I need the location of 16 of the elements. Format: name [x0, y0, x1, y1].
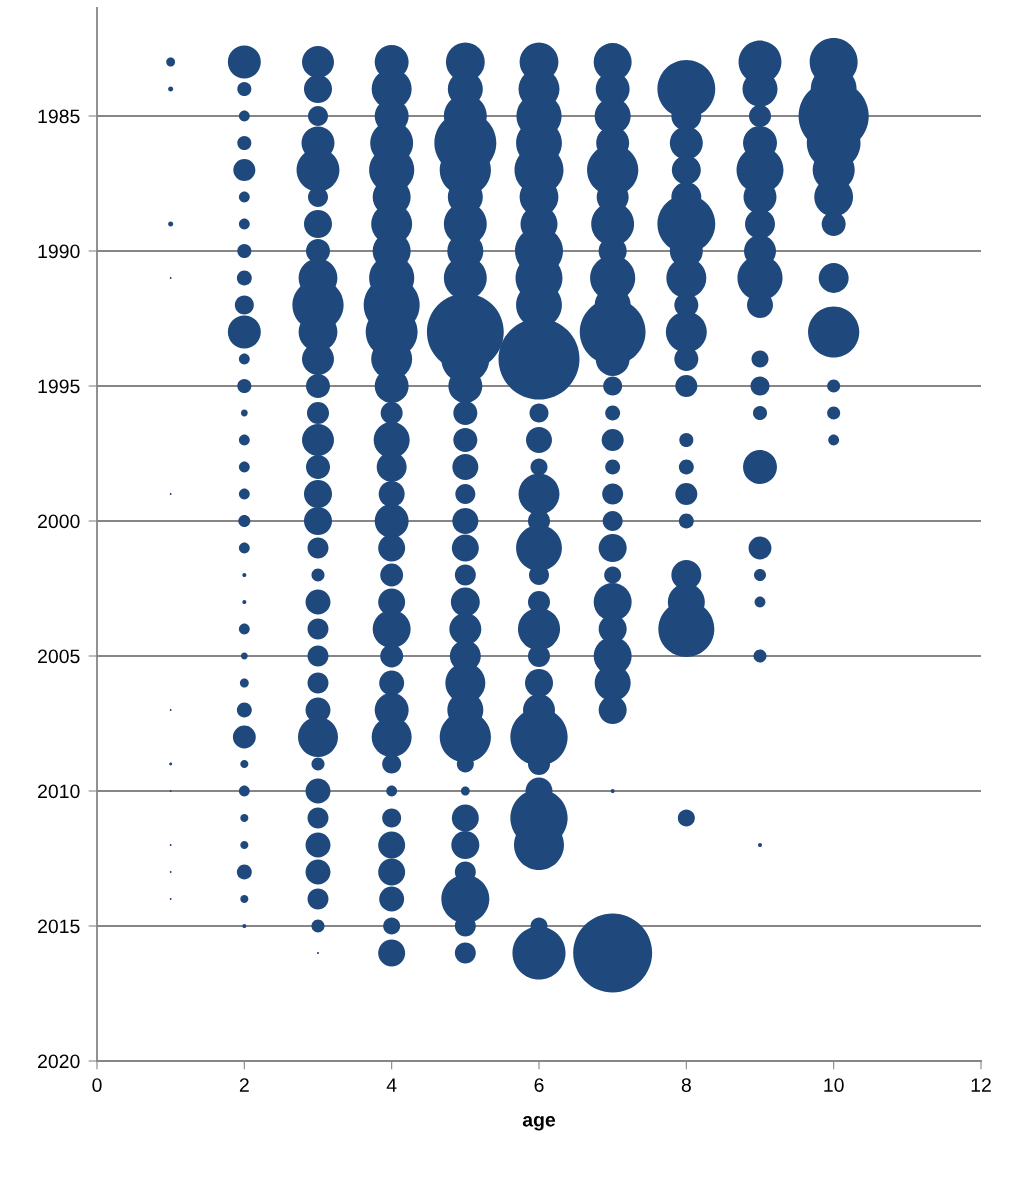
- x-tick-label: 4: [386, 1078, 397, 1092]
- y-tick-label: 2000: [38, 514, 80, 529]
- y-tick-label: 1990: [38, 244, 80, 259]
- x-tick-label: 8: [681, 1078, 691, 1092]
- x-tick-label: 6: [534, 1078, 544, 1092]
- y-tick-label: 2020: [38, 1054, 80, 1069]
- x-tick-label: 12: [971, 1078, 991, 1092]
- x-tick-label: 10: [824, 1078, 844, 1092]
- y-tick-label: 2005: [38, 649, 80, 664]
- y-tick-label: 1995: [38, 379, 80, 394]
- x-axis-title: age: [522, 1115, 556, 1131]
- y-tick-label: 2015: [38, 919, 80, 934]
- x-tick-label: 2: [239, 1078, 249, 1092]
- y-tick-label: 1985: [38, 109, 80, 124]
- y-tick-label: 2010: [38, 784, 80, 799]
- x-tick-label: 0: [92, 1078, 102, 1092]
